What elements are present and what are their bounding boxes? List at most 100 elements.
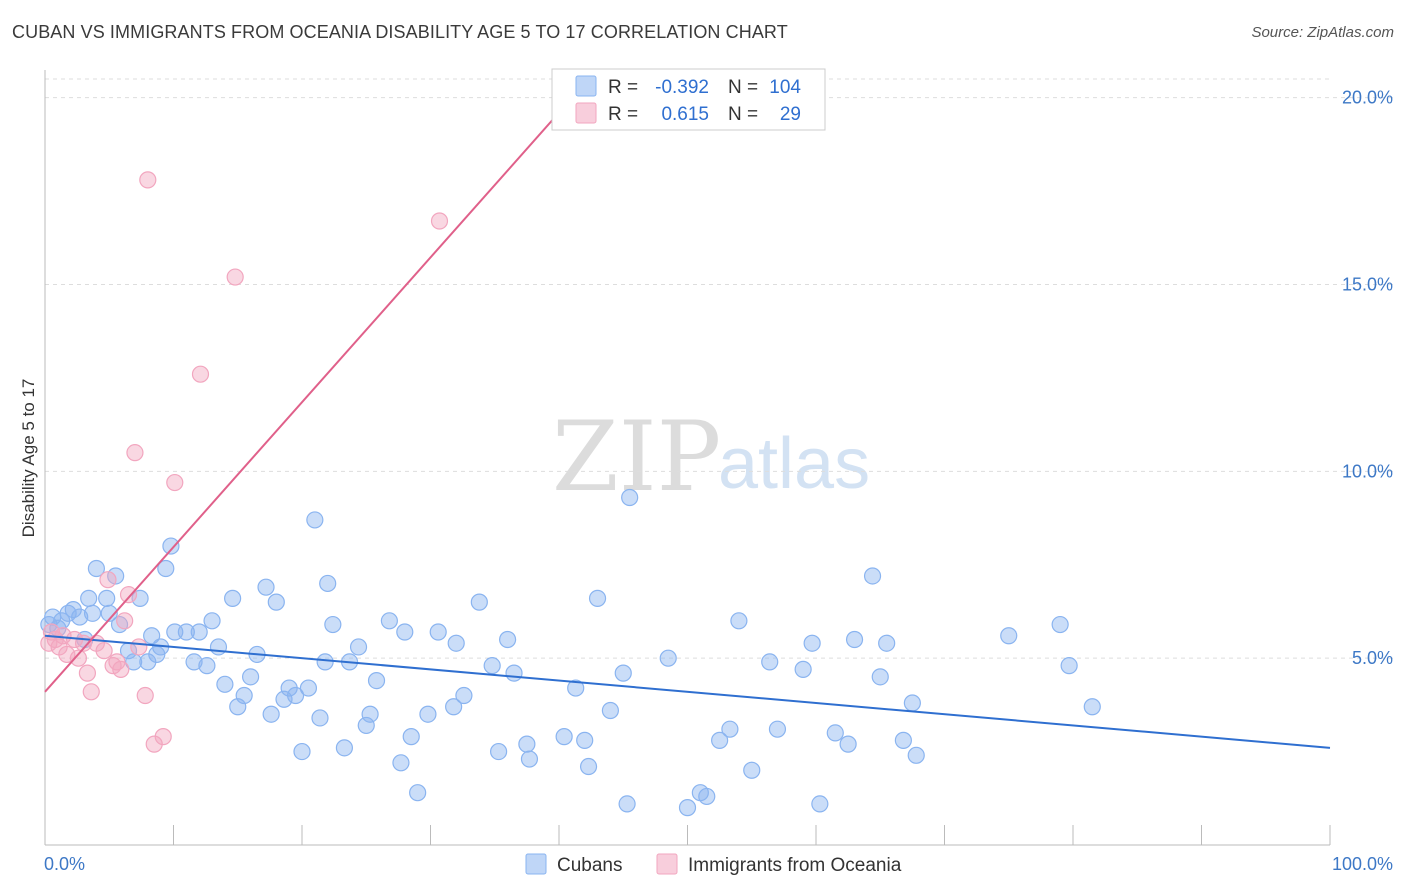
oceania-point [130, 638, 148, 656]
cubans-point [87, 559, 106, 578]
bottom-legend-label-cubans: Cubans [557, 855, 623, 876]
cubans-point [845, 630, 864, 649]
cubans-point [576, 731, 594, 749]
cubans-point [177, 623, 195, 641]
cubans-point [803, 634, 821, 652]
cubans-point [242, 668, 260, 686]
cubans-point [367, 671, 386, 690]
cubans-point [555, 728, 573, 746]
cubans-point [455, 686, 473, 705]
correlation-legend: R = -0.392 N = 104 R = 0.615 N = 29 [551, 68, 826, 131]
cubans-point [357, 716, 375, 735]
cubans-point [1083, 698, 1101, 716]
bottom-legend-label-oceania: Immigrants from Oceania [688, 855, 902, 876]
oceania-point [119, 586, 138, 604]
cubans-point [361, 705, 379, 723]
y-tick-label: 20.0% [1342, 88, 1393, 108]
cubans-point [567, 679, 585, 697]
cubans-point [826, 724, 844, 742]
legend-n-label-oceania: N = [728, 104, 758, 125]
bottom-legend-swatch-oceania [656, 853, 678, 875]
cubans-point [419, 705, 437, 723]
cubans-point [402, 728, 420, 746]
oceania-point [191, 365, 210, 383]
cubans-point [618, 795, 636, 813]
cubans-point [335, 739, 354, 757]
series-cubans-points [40, 488, 1101, 817]
cubans-point [349, 638, 368, 656]
cubans-point [761, 653, 779, 671]
x-tick-label-min: 0.0% [44, 854, 85, 874]
series-legend: Cubans Immigrants from Oceania [525, 853, 902, 876]
cubans-point [80, 589, 98, 607]
cubans-point [601, 701, 620, 720]
cubans-point [216, 675, 234, 693]
legend-n-value-oceania: 29 [780, 104, 801, 125]
oceania-point [69, 649, 88, 667]
cubans-point [445, 698, 463, 716]
cubans-point [380, 612, 398, 630]
cubans-point [659, 649, 677, 667]
cubans-point [203, 612, 221, 630]
cubans-point [588, 589, 607, 607]
x-tick-label-max: 100.0% [1332, 854, 1393, 874]
cubans-point [614, 664, 632, 682]
cubans-point [311, 709, 329, 727]
cubans-point [157, 559, 175, 578]
cubans-point [483, 657, 501, 675]
trend-line-oceania [44, 111, 560, 693]
cubans-point [257, 578, 275, 596]
oceania-point [99, 571, 117, 589]
cubans-point [894, 731, 912, 749]
cubans-point [447, 634, 465, 652]
cubans-point [100, 604, 118, 622]
cubans-point [1000, 627, 1018, 645]
cubans-point [324, 615, 342, 634]
cubans-point [83, 604, 102, 622]
cubans-point [903, 694, 921, 712]
cubans-point [1060, 657, 1078, 675]
oceania-point [126, 444, 144, 462]
watermark-atlas: atlas [718, 424, 870, 504]
series-oceania-points [40, 171, 449, 753]
cubans-point [518, 735, 536, 753]
cubans-point [71, 608, 89, 626]
trend-lines [44, 111, 1331, 749]
cubans-point [235, 686, 253, 705]
cubans-point [319, 574, 337, 593]
cubans-point [499, 630, 517, 649]
cubans-point [286, 686, 305, 705]
bottom-legend-swatch-cubans [525, 853, 547, 875]
cubans-point [871, 668, 889, 686]
cubans-point [490, 742, 508, 761]
legend-box [551, 68, 826, 131]
cubans-point [621, 488, 639, 507]
x-axis-ticks [44, 825, 1331, 845]
cubans-point [678, 799, 697, 817]
cubans-point [1051, 615, 1069, 634]
cubans-point [768, 720, 787, 738]
oceania-point [136, 686, 154, 705]
oceania-point [112, 660, 130, 678]
oceania-point [82, 683, 100, 701]
oceania-point [166, 473, 184, 492]
legend-r-value-cubans: -0.392 [655, 77, 709, 98]
cubans-point [698, 787, 716, 806]
cubans-point [878, 634, 896, 652]
cubans-point [794, 660, 812, 678]
cubans-point [198, 657, 216, 675]
y-axis-label: Disability Age 5 to 17 [19, 379, 38, 538]
cubans-point [224, 589, 242, 607]
y-tick-label: 15.0% [1342, 275, 1393, 295]
cubans-point [262, 705, 280, 723]
legend-swatch-cubans [575, 75, 597, 97]
cubans-point [306, 511, 324, 529]
legend-n-value-cubans: 104 [769, 77, 801, 98]
cubans-point [429, 623, 447, 641]
legend-r-label-oceania: R = [608, 104, 638, 125]
cubans-point [392, 754, 410, 772]
cubans-point [409, 784, 427, 802]
cubans-point [470, 593, 488, 611]
cubans-point [396, 623, 414, 641]
